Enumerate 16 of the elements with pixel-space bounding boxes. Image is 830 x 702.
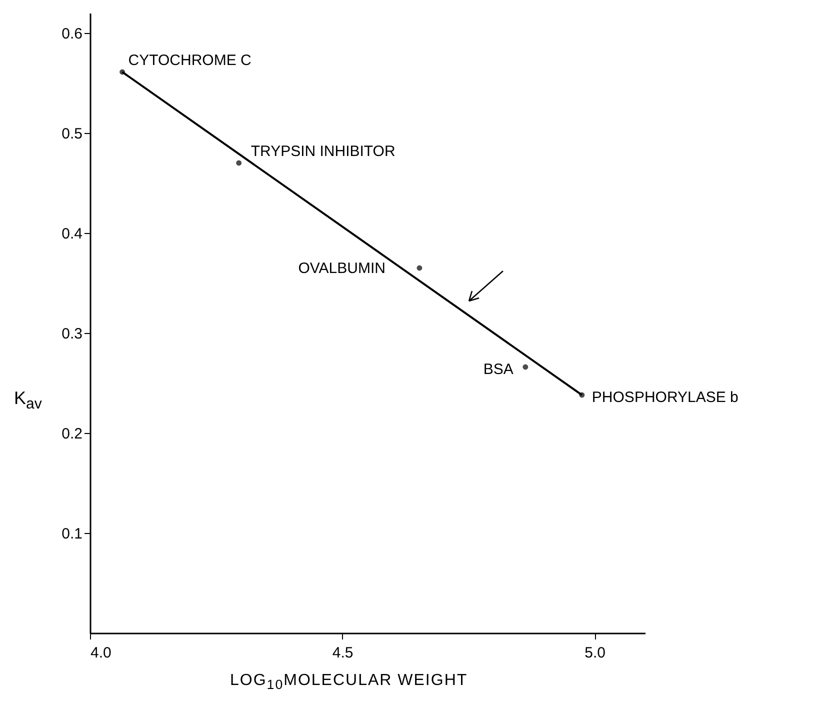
annotation: PHOSPHORYLASE b bbox=[592, 389, 738, 406]
x-tick-label: 5.0 bbox=[584, 644, 606, 662]
x-tick-label: 4.0 bbox=[90, 644, 112, 662]
annotation: CYTOCHROME C bbox=[128, 52, 252, 69]
annotation: OVALBUMIN bbox=[298, 260, 386, 277]
y-tick-label: 0.1 bbox=[62, 526, 82, 542]
y-tick-label: 0.2 bbox=[62, 426, 82, 442]
y-tick-label: 0.3 bbox=[62, 326, 82, 342]
y-axis-title: K$_{av}$ bbox=[14, 388, 42, 413]
x-axis-title: LOG$_{10}$MOLECULAR WEIGHT bbox=[230, 672, 468, 692]
annotation: BSA bbox=[483, 361, 514, 378]
y-tick-label: 0.4 bbox=[62, 226, 82, 242]
annotation: TRYPSIN INHIBITOR bbox=[250, 143, 396, 160]
y-tick-label: 0.5 bbox=[62, 126, 82, 142]
y-tick-label: 0.6 bbox=[62, 26, 82, 42]
x-tick-label: 4.5 bbox=[332, 644, 354, 662]
